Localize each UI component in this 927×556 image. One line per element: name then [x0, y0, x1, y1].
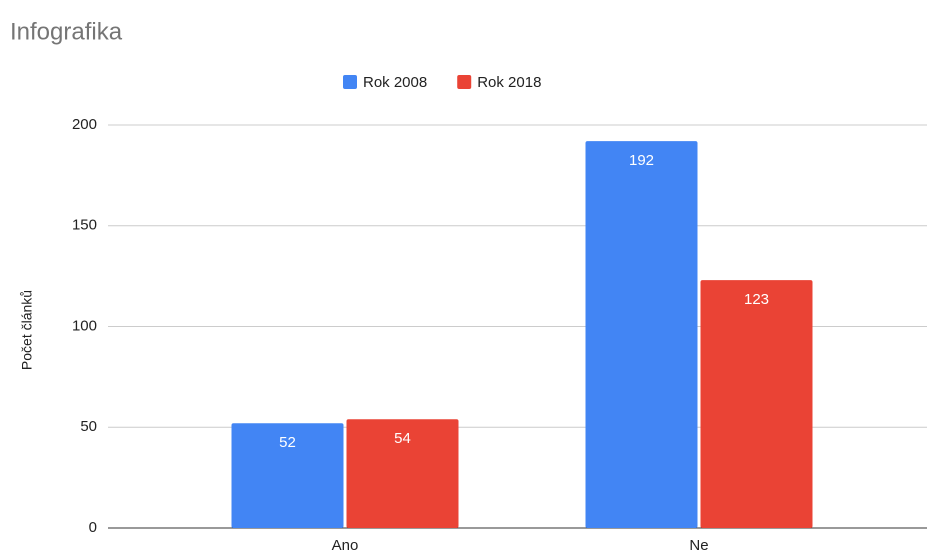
y-tick-label: 200 [72, 116, 97, 133]
chart-title: Infografika [10, 18, 123, 45]
bar [585, 141, 698, 528]
data-label: 52 [279, 434, 296, 451]
y-tick-label: 100 [72, 317, 97, 334]
bar [700, 280, 813, 528]
bar [346, 419, 459, 528]
legend-swatch [343, 75, 357, 89]
data-label: 54 [394, 430, 411, 447]
legend-label: Rok 2018 [477, 74, 541, 91]
y-tick-label: 0 [89, 519, 97, 536]
legend-label: Rok 2008 [363, 74, 427, 91]
legend-swatch [457, 75, 472, 89]
y-tick-label: 150 [72, 217, 97, 234]
x-tick-label: Ano [332, 537, 359, 554]
bar [231, 423, 344, 528]
x-tick-label: Ne [689, 537, 708, 554]
y-axis-title: Počet článků [19, 290, 35, 370]
y-tick-label: 50 [80, 418, 97, 435]
data-label: 123 [744, 291, 769, 308]
data-label: 192 [629, 152, 654, 169]
